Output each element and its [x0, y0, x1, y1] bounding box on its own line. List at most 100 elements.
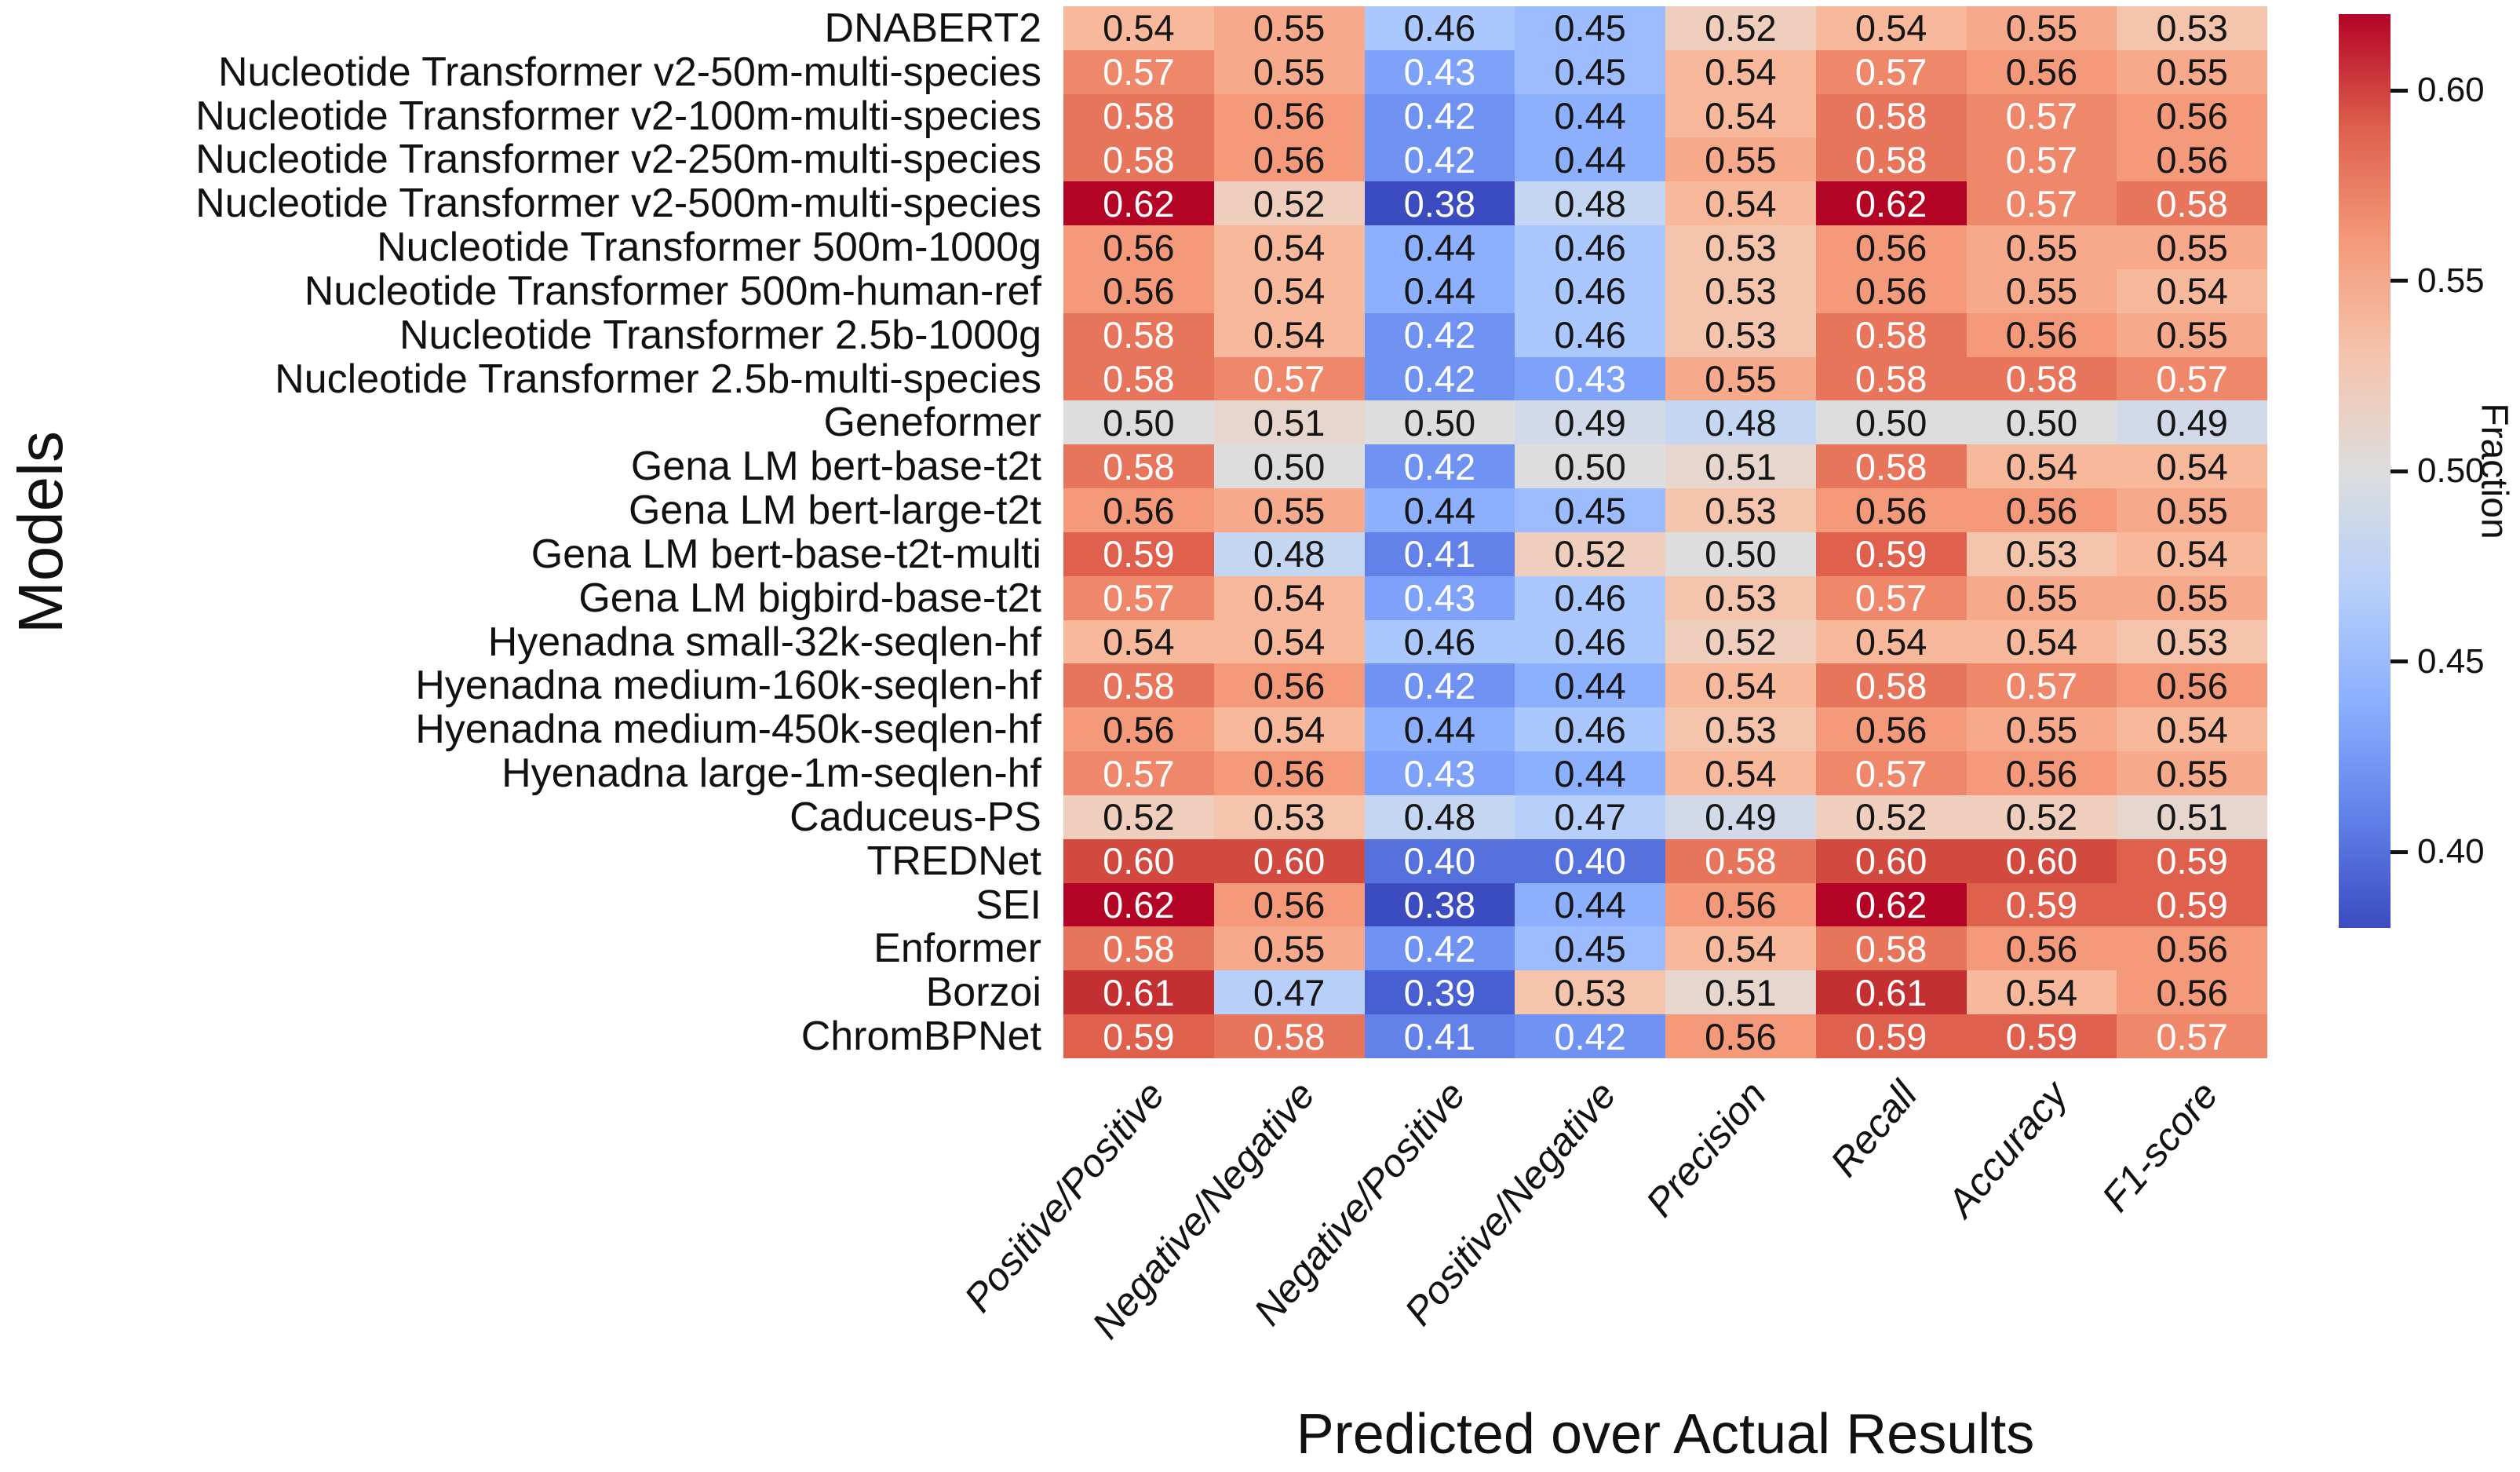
heatmap-cell: 0.61 — [1815, 970, 1967, 1015]
heatmap-cell: 0.54 — [1966, 619, 2117, 664]
heatmap-cell: 0.58 — [1815, 137, 1967, 182]
heatmap-cell: 0.42 — [1515, 1014, 1665, 1058]
y-tick-label: Nucleotide Transformer 2.5b-multi-specie… — [275, 356, 1041, 402]
heatmap-cell: 0.42 — [1364, 312, 1515, 357]
x-tick-label: F1-score — [2093, 1072, 2226, 1220]
y-tick-label: Borzoi — [925, 970, 1041, 1016]
heatmap-cell: 0.54 — [1213, 575, 1365, 620]
y-tick-label: Gena LM bigbird-base-t2t — [578, 575, 1041, 621]
y-tick-label: SEI — [976, 882, 1041, 928]
heatmap-cell: 0.55 — [2117, 751, 2267, 795]
x-axis-title: Predicted over Actual Results — [1296, 1403, 2035, 1466]
heatmap-cell: 0.44 — [1364, 268, 1515, 313]
heatmap-cell: 0.60 — [1815, 838, 1967, 883]
heatmap-cell: 0.52 — [1815, 794, 1967, 839]
heatmap-cell: 0.55 — [1665, 356, 1816, 401]
heatmap-cell: 0.44 — [1364, 707, 1515, 752]
heatmap-cell: 0.50 — [1364, 400, 1515, 445]
heatmap-cell: 0.62 — [1815, 882, 1967, 927]
heatmap-cell: 0.42 — [1364, 356, 1515, 401]
heatmap-cell: 0.46 — [1515, 575, 1665, 620]
heatmap-cell: 0.54 — [1665, 663, 1816, 708]
heatmap-cell: 0.56 — [1966, 49, 2117, 94]
heatmap-cell: 0.56 — [1063, 488, 1214, 532]
heatmap-cell: 0.55 — [1966, 575, 2117, 620]
heatmap-cell: 0.57 — [2117, 356, 2267, 401]
heatmap-cell: 0.56 — [1966, 312, 2117, 357]
heatmap-cell: 0.54 — [2117, 531, 2267, 576]
heatmap-cell: 0.58 — [1665, 838, 1816, 883]
heatmap-cell: 0.54 — [1665, 49, 1816, 94]
y-tick-label: ChromBPNet — [800, 1014, 1041, 1060]
heatmap-cell: 0.56 — [1213, 93, 1365, 138]
x-tick-label: Accuracy — [1938, 1072, 2077, 1225]
heatmap-cell: 0.58 — [1815, 444, 1967, 489]
heatmap-cell: 0.43 — [1364, 49, 1515, 94]
heatmap-cell: 0.58 — [1063, 137, 1214, 182]
y-tick-label: Hyenadna large-1m-seqlen-hf — [501, 751, 1041, 797]
heatmap-cell: 0.58 — [1815, 93, 1967, 138]
colorbar-title: Fraction — [2473, 403, 2515, 539]
heatmap-cell: 0.58 — [1815, 312, 1967, 357]
heatmap-cell: 0.54 — [1665, 751, 1816, 795]
heatmap-cell: 0.56 — [1213, 882, 1365, 927]
heatmap-cell: 0.57 — [1213, 356, 1365, 401]
heatmap-cell: 0.53 — [2117, 619, 2267, 664]
heatmap-cell: 0.58 — [1063, 444, 1214, 489]
heatmap-cell: 0.59 — [1815, 531, 1967, 576]
heatmap-cell: 0.60 — [1063, 838, 1214, 883]
heatmap-cell: 0.54 — [1665, 93, 1816, 138]
heatmap-cell: 0.56 — [1665, 1014, 1816, 1058]
heatmap-cell: 0.48 — [1213, 531, 1365, 576]
heatmap-cell: 0.49 — [1515, 400, 1665, 445]
heatmap-cell: 0.56 — [1213, 663, 1365, 708]
colorbar-tick — [2391, 469, 2408, 473]
heatmap-cell: 0.45 — [1515, 926, 1665, 971]
y-tick-label: Nucleotide Transformer v2-500m-multi-spe… — [195, 181, 1041, 227]
heatmap-cell: 0.48 — [1364, 794, 1515, 839]
heatmap-cell: 0.56 — [1063, 225, 1214, 269]
y-tick-label: Nucleotide Transformer 500m-human-ref — [304, 268, 1041, 314]
heatmap-cell: 0.52 — [1063, 794, 1214, 839]
heatmap-cell: 0.53 — [1213, 794, 1365, 839]
heatmap-cell: 0.55 — [1213, 49, 1365, 94]
heatmap-cell: 0.53 — [1665, 268, 1816, 313]
heatmap-cell: 0.58 — [1063, 663, 1214, 708]
heatmap-cell: 0.42 — [1364, 93, 1515, 138]
heatmap-cell: 0.42 — [1364, 663, 1515, 708]
heatmap-cell: 0.50 — [1815, 400, 1967, 445]
heatmap-cell: 0.54 — [2117, 268, 2267, 313]
heatmap-cell: 0.56 — [1966, 926, 2117, 971]
y-tick-label: Nucleotide Transformer v2-100m-multi-spe… — [195, 93, 1041, 139]
y-tick-labels: DNABERT2 Nucleotide Transformer v2-50m-mu… — [0, 6, 1052, 1058]
heatmap-cell: 0.53 — [1665, 488, 1816, 532]
heatmap-cell: 0.55 — [1966, 225, 2117, 269]
heatmap-cell: 0.56 — [1665, 882, 1816, 927]
heatmap-cell: 0.40 — [1364, 838, 1515, 883]
y-tick-label: Hyenadna medium-160k-seqlen-hf — [415, 663, 1041, 709]
heatmap-cell: 0.55 — [2117, 575, 2267, 620]
heatmap-cell: 0.53 — [2117, 6, 2267, 50]
heatmap-cell: 0.44 — [1515, 93, 1665, 138]
heatmap-cell: 0.54 — [1213, 268, 1365, 313]
heatmap-cell: 0.57 — [1815, 751, 1967, 795]
heatmap-cell: 0.50 — [1063, 400, 1214, 445]
heatmap-cell: 0.54 — [1665, 926, 1816, 971]
colorbar-tick — [2391, 659, 2408, 663]
heatmap-cell: 0.51 — [2117, 794, 2267, 839]
heatmap-cell: 0.52 — [1966, 794, 2117, 839]
heatmap-cell: 0.58 — [1815, 663, 1967, 708]
heatmap-cell: 0.45 — [1515, 6, 1665, 50]
heatmap-cell: 0.60 — [1213, 838, 1365, 883]
y-tick-label: Gena LM bert-base-t2t-multi — [531, 531, 1041, 577]
heatmap-cell: 0.52 — [1665, 6, 1816, 50]
heatmap-cell: 0.54 — [1063, 619, 1214, 664]
heatmap-cell: 0.58 — [1063, 93, 1214, 138]
heatmap-cell: 0.59 — [2117, 882, 2267, 927]
heatmap-cell: 0.58 — [1966, 356, 2117, 401]
heatmap-cell: 0.56 — [2117, 137, 2267, 182]
heatmap-cell: 0.44 — [1364, 488, 1515, 532]
heatmap-cell: 0.57 — [1063, 49, 1214, 94]
y-tick-label: Caduceus-PS — [790, 794, 1041, 840]
heatmap-cell: 0.46 — [1364, 6, 1515, 50]
